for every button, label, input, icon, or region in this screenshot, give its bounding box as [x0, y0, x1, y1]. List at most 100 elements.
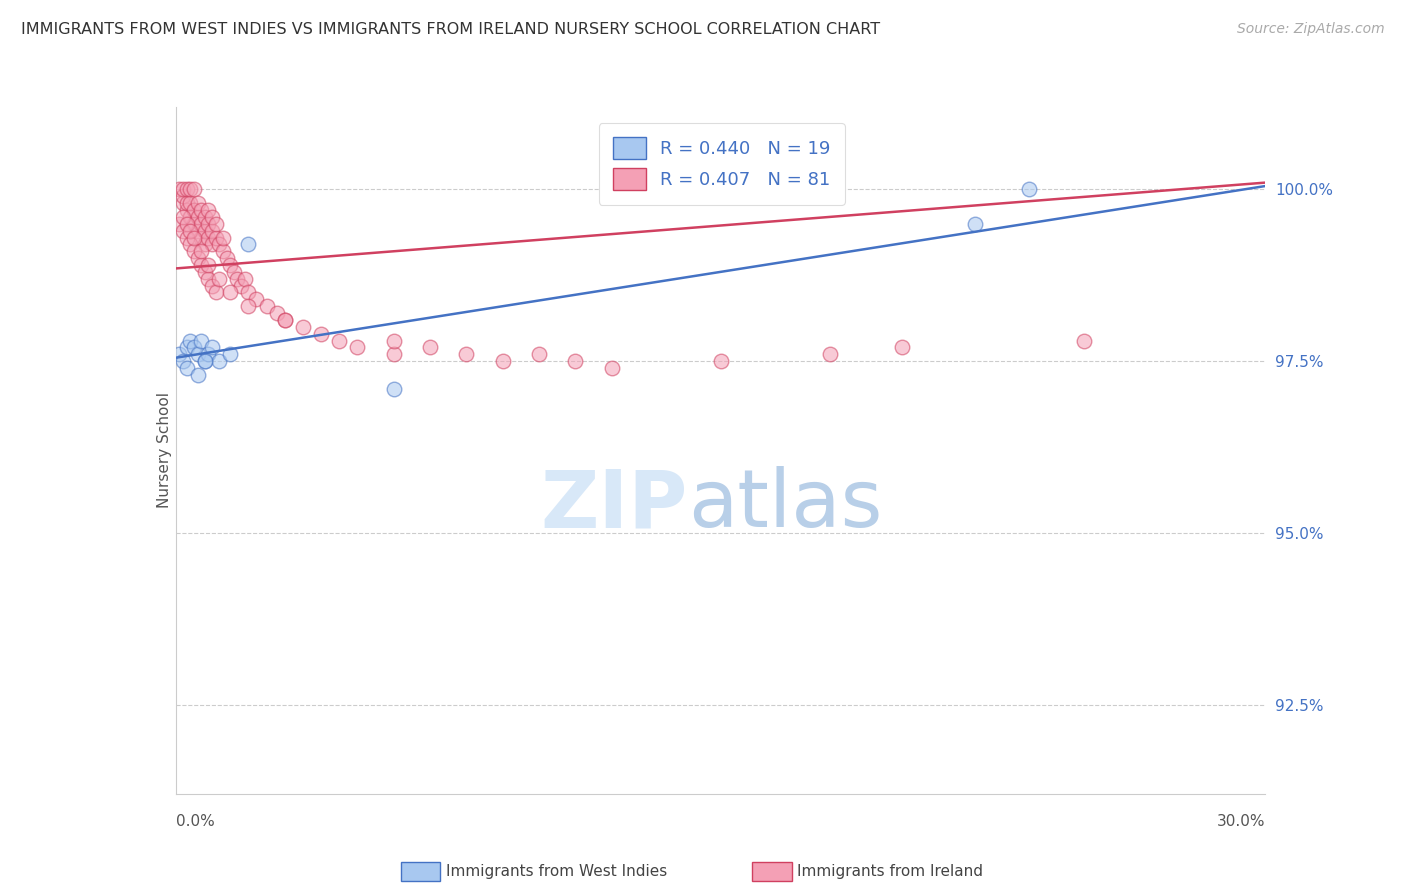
Text: Immigrants from West Indies: Immigrants from West Indies: [446, 864, 666, 879]
Point: [891, 341, 914, 355]
Point: [194, 265, 217, 279]
Point: [346, 341, 368, 355]
Point: [194, 237, 217, 252]
Point: [197, 230, 219, 244]
Point: [183, 202, 205, 217]
Text: Immigrants from Ireland: Immigrants from Ireland: [797, 864, 983, 879]
Point: [197, 347, 219, 361]
Point: [201, 210, 224, 224]
Point: [172, 210, 194, 224]
Point: [212, 244, 235, 259]
Point: [219, 347, 242, 361]
Point: [527, 347, 550, 361]
Point: [456, 347, 478, 361]
Point: [963, 217, 986, 231]
Point: [204, 217, 226, 231]
Point: [266, 306, 288, 320]
Legend: R = 0.440   N = 19, R = 0.407   N = 81: R = 0.440 N = 19, R = 0.407 N = 81: [599, 123, 845, 205]
Point: [172, 189, 194, 203]
Point: [179, 334, 201, 348]
Point: [176, 196, 198, 211]
Point: [818, 347, 841, 361]
Point: [492, 354, 515, 368]
Point: [382, 347, 405, 361]
Point: [172, 182, 194, 196]
Point: [208, 237, 231, 252]
Point: [208, 354, 231, 368]
Point: [208, 271, 231, 285]
Point: [186, 368, 209, 382]
Point: [564, 354, 586, 368]
Text: 30.0%: 30.0%: [1218, 814, 1265, 830]
Point: [176, 202, 198, 217]
Point: [1018, 182, 1040, 196]
Text: Source: ZipAtlas.com: Source: ZipAtlas.com: [1237, 22, 1385, 37]
Point: [212, 230, 235, 244]
Point: [219, 258, 242, 272]
Point: [172, 354, 194, 368]
Point: [194, 354, 217, 368]
Text: ZIP: ZIP: [541, 467, 688, 544]
Point: [172, 224, 194, 238]
Point: [186, 251, 209, 265]
Point: [183, 230, 205, 244]
Point: [204, 230, 226, 244]
Point: [245, 293, 267, 307]
Point: [197, 202, 219, 217]
Point: [194, 354, 217, 368]
Point: [190, 258, 212, 272]
Point: [274, 313, 297, 327]
Text: IMMIGRANTS FROM WEST INDIES VS IMMIGRANTS FROM IRELAND NURSERY SCHOOL CORRELATIO: IMMIGRANTS FROM WEST INDIES VS IMMIGRANT…: [21, 22, 880, 37]
Point: [291, 319, 314, 334]
Point: [179, 182, 201, 196]
Point: [179, 237, 201, 252]
Point: [1073, 334, 1095, 348]
Point: [190, 230, 212, 244]
Point: [186, 224, 209, 238]
Point: [382, 382, 405, 396]
Point: [190, 217, 212, 231]
Point: [183, 217, 205, 231]
Point: [201, 237, 224, 252]
Point: [309, 326, 332, 341]
Point: [190, 244, 212, 259]
Point: [197, 258, 219, 272]
Point: [226, 271, 249, 285]
Point: [419, 341, 441, 355]
Point: [169, 182, 191, 196]
Text: atlas: atlas: [688, 467, 882, 544]
Point: [710, 354, 733, 368]
Point: [176, 341, 198, 355]
Point: [600, 361, 623, 376]
Point: [194, 210, 217, 224]
Point: [169, 347, 191, 361]
Y-axis label: Nursery School: Nursery School: [157, 392, 172, 508]
Point: [215, 251, 238, 265]
Point: [183, 182, 205, 196]
Point: [169, 217, 191, 231]
Point: [186, 347, 209, 361]
Point: [190, 334, 212, 348]
Point: [183, 341, 205, 355]
Point: [201, 278, 224, 293]
Point: [176, 230, 198, 244]
Point: [201, 341, 224, 355]
Point: [179, 224, 201, 238]
Point: [197, 271, 219, 285]
Point: [219, 285, 242, 300]
Point: [179, 196, 201, 211]
Point: [197, 217, 219, 231]
Point: [172, 196, 194, 211]
Point: [176, 182, 198, 196]
Point: [186, 196, 209, 211]
Point: [238, 237, 260, 252]
Point: [256, 299, 278, 313]
Point: [328, 334, 350, 348]
Point: [231, 278, 253, 293]
Point: [179, 210, 201, 224]
Point: [382, 334, 405, 348]
Point: [186, 210, 209, 224]
Point: [201, 224, 224, 238]
Point: [176, 361, 198, 376]
Point: [238, 299, 260, 313]
